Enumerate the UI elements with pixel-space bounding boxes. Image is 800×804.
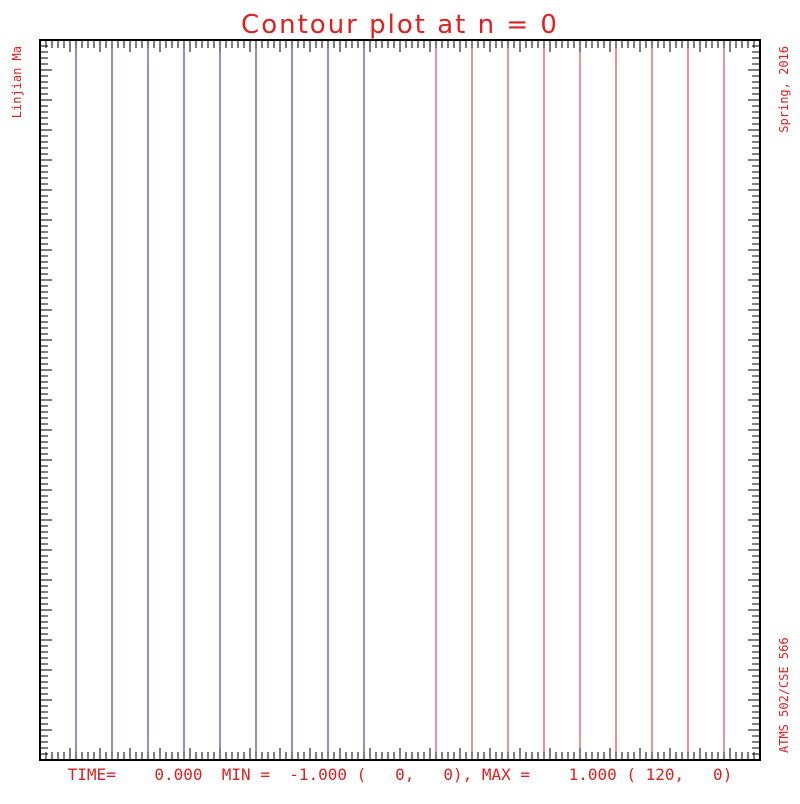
course-label: ATMS 502/CSE 566 [777,637,791,753]
plot-frame [39,39,761,761]
contour-lines [75,40,725,760]
status-footer: TIME= 0.000 MIN = -1.000 ( 0, 0), MAX = … [68,765,733,784]
author-label: Linjian Ma [10,46,24,118]
axis-ticks [39,39,761,761]
semester-label: Spring, 2016 [777,46,791,133]
chart-title: Contour plot at n = 0 [241,10,559,40]
